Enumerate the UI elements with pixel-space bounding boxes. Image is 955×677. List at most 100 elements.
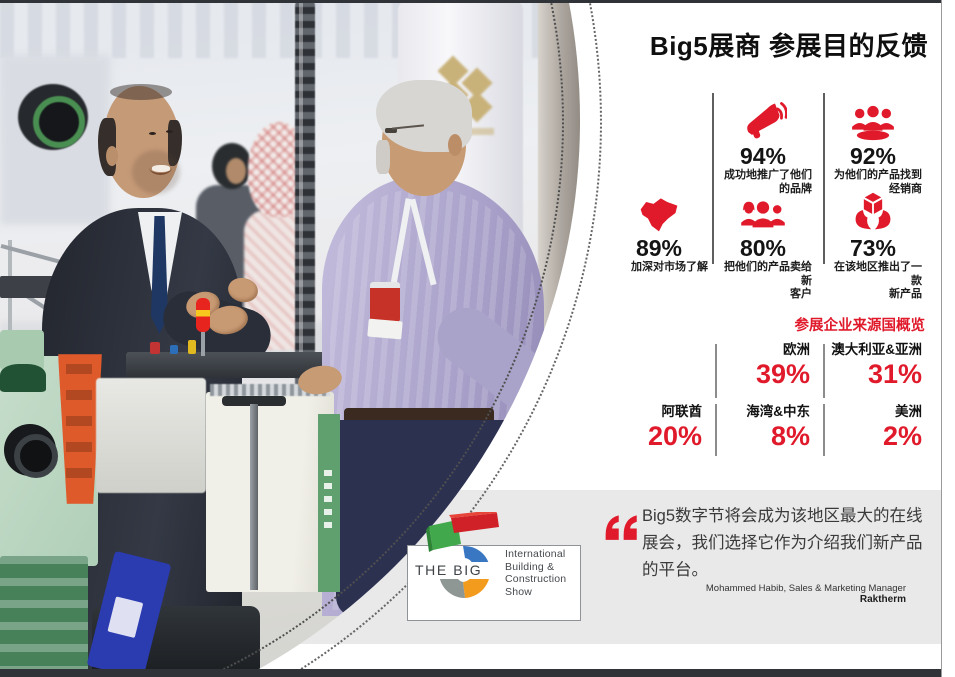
stat-label: 把他们的产品卖给新 — [724, 261, 812, 287]
big5-logo: THE BIG International Building & Constru… — [405, 510, 587, 628]
right-man-glasses — [385, 128, 397, 133]
stat-percent: 73% — [849, 235, 897, 261]
right-man-sideburn — [376, 140, 390, 174]
left-man-head — [104, 86, 180, 198]
big5-logo-tagline: International Building & Construction Sh… — [505, 548, 581, 598]
left-man-eye — [149, 132, 156, 135]
table-tool — [150, 342, 160, 354]
customers-icon — [740, 188, 786, 234]
origin-percent: 20% — [647, 421, 702, 451]
meeting-icon — [850, 96, 896, 142]
origins-divider — [823, 404, 825, 456]
pipe-fitting-ring — [14, 434, 58, 478]
left-man-eye — [166, 130, 173, 133]
green-panel-text — [324, 470, 332, 534]
stats-divider — [823, 93, 825, 264]
page-title: Big5展商 参展目的反馈 — [649, 31, 928, 61]
stat-find-distributors: 92% 为他们的产品找到 经销商 — [824, 96, 922, 196]
origin-percent: 2% — [882, 421, 922, 451]
left-man-tie — [151, 216, 168, 334]
origin-percent: 39% — [755, 359, 810, 389]
stat-label: 成功地推广了他们 — [724, 169, 812, 181]
tagline-line: Building & — [505, 560, 555, 573]
orange-bracket-slots — [66, 364, 92, 494]
bottom-border — [0, 669, 941, 677]
origin-label: 阿联酋 — [661, 404, 703, 419]
quote-text: Big5数字节将会成为该地区最大的在线 展会，我们选择它作为介绍我们新产品 的平… — [642, 503, 927, 584]
origin-percent: 8% — [770, 421, 810, 451]
tagline-line: International — [505, 548, 566, 560]
stat-label: 新产品 — [889, 288, 922, 300]
folder-label — [107, 596, 144, 639]
table-tool — [170, 345, 178, 354]
mint-machine-top — [0, 330, 44, 370]
green-crate — [0, 556, 88, 677]
trolley-handle — [222, 396, 286, 406]
quote-line: Big5数字节将会成为该地区最大的在线 — [642, 507, 923, 525]
stat-percent: 80% — [739, 235, 787, 261]
badge-card — [367, 318, 403, 340]
stat-percent: 89% — [635, 235, 683, 261]
origin-uae: 阿联酋 20% — [596, 404, 702, 451]
origin-label: 欧洲 — [783, 342, 810, 357]
origins-divider — [823, 344, 825, 398]
stat-market-knowledge: 89% 加深对市场了解 — [610, 188, 708, 275]
origins-divider — [715, 404, 717, 456]
stat-promote-brand: 94% 成功地推广了他们 的品牌 — [714, 96, 812, 196]
stat-new-customers: 80% 把他们的产品卖给新 客户 — [714, 188, 812, 302]
origin-europe: 欧洲 39% — [714, 342, 810, 389]
quote-line: 的平台。 — [642, 561, 708, 579]
stat-label: 的品牌 — [779, 182, 812, 195]
photo-machine-ring — [33, 96, 85, 148]
top-border — [0, 0, 941, 3]
screwdriver-shaft — [201, 330, 205, 356]
stat-label: 在该地区推出了一款 — [834, 261, 922, 287]
trolley-pole — [250, 404, 258, 590]
quote-icon — [604, 510, 640, 547]
map-icon — [637, 188, 681, 234]
green-part — [0, 364, 46, 392]
stat-label: 为他们的产品找到 — [834, 169, 922, 181]
stat-launch-product: 73% 在该地区推出了一款 新产品 — [824, 188, 922, 302]
quote-line: 展会，我们选择它作为介绍我们新产品 — [642, 534, 923, 552]
red-badge — [370, 282, 400, 322]
photo-frame — [8, 240, 12, 390]
origins-header: 参展企业来源国概览 — [794, 318, 926, 334]
stats-divider — [712, 93, 714, 264]
hanging-chain — [295, 0, 315, 398]
origin-label: 美洲 — [895, 404, 922, 419]
cream-display-case — [206, 392, 334, 592]
origins-divider — [715, 344, 717, 398]
stat-label: 客户 — [790, 288, 812, 300]
left-man-smile — [149, 160, 172, 175]
origin-label: 澳大利亚&亚洲 — [831, 342, 922, 357]
right-margin — [941, 0, 955, 677]
stat-label: 经销商 — [889, 182, 922, 195]
table-tool — [188, 340, 196, 354]
big5-logo-box — [407, 545, 581, 621]
stat-percent: 92% — [849, 143, 897, 169]
origin-australia-asia: 澳大利亚&亚洲 31% — [812, 342, 922, 389]
right-man-ear — [448, 134, 462, 156]
origin-gulf-middle-east: 海湾&中东 8% — [714, 404, 810, 451]
left-man-hair — [110, 84, 172, 100]
left-man-ear — [106, 146, 118, 166]
screwdriver-handle — [196, 298, 210, 332]
origin-americas: 美洲 2% — [812, 404, 922, 451]
quote-company: Raktherm — [859, 594, 906, 605]
product-box-icon — [851, 188, 895, 234]
orange-bracket — [58, 354, 102, 504]
big5-logo-brand: THE BIG — [411, 562, 511, 579]
origin-percent: 31% — [867, 359, 922, 389]
photo-shelf — [0, 276, 56, 298]
stat-percent: 94% — [739, 143, 787, 169]
stat-label: 加深对市场了解 — [631, 261, 708, 273]
tagline-line: Construction — [505, 573, 567, 585]
background-person-face — [226, 158, 246, 184]
megaphone-icon — [739, 96, 787, 142]
white-display-stack — [96, 378, 206, 493]
origin-label: 海湾&中东 — [746, 404, 810, 419]
tagline-line: Show — [505, 585, 533, 598]
quote-attribution: Mohammed Habib, Sales & Marketing Manage… — [705, 583, 906, 594]
